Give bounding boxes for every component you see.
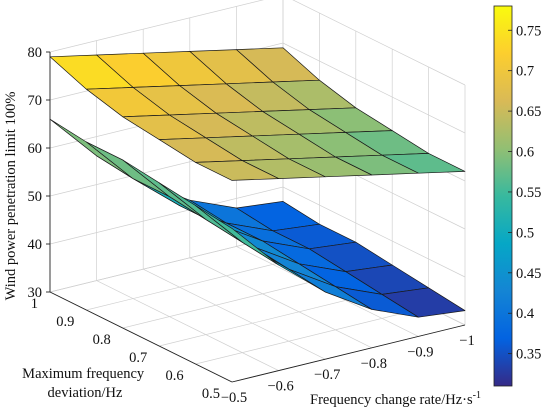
z-tick-label: 30 <box>28 285 43 301</box>
colorbar-ticks: 0.35 0.4 0.45 0.5 0.55 0.6 0.65 0.7 0.75 <box>508 23 541 363</box>
x-tick-label: −0.6 <box>267 379 293 395</box>
colorbar-tick-label: 0.65 <box>516 104 541 120</box>
colorbar-tick-label: 0.45 <box>516 266 541 282</box>
y-tick-label: 0.5 <box>202 386 220 402</box>
x-axis-label: Frequency change rate/Hz·s-1 <box>310 390 481 408</box>
colorbar: 0.35 0.4 0.45 0.5 0.55 0.6 0.65 0.7 0.75 <box>493 5 541 387</box>
colorbar-tick-label: 0.35 <box>516 347 541 363</box>
z-tick-label: 70 <box>28 93 43 109</box>
axis-edge <box>231 324 466 383</box>
y-tick-label: 0.7 <box>129 350 147 366</box>
z-tick-label: 50 <box>28 189 43 205</box>
y-tick-label: 1 <box>31 296 38 312</box>
z-tick-label: 40 <box>28 237 43 253</box>
colorbar-tick-label: 0.4 <box>516 306 535 322</box>
x-tick-label: −0.5 <box>221 390 247 406</box>
colorbar-tick-label: 0.6 <box>516 145 534 161</box>
tick-labels: 30 40 50 60 70 80 0.5 0.6 0.7 0.8 0.9 1 −0.5 −0.6 −0.7… <box>28 45 475 406</box>
z-tick-label: 80 <box>28 45 43 61</box>
y-axis-label-line1: Maximum frequency <box>22 366 145 382</box>
x-tick-label: −0.9 <box>407 344 433 360</box>
colorbar-tick-label: 0.7 <box>516 64 534 80</box>
surface-patch <box>195 160 279 181</box>
floor-gridline <box>189 257 372 349</box>
x-tick-label: −0.8 <box>361 356 387 372</box>
colorbar-tick-label: 0.5 <box>516 225 534 241</box>
z-tick-label: 60 <box>28 141 43 157</box>
y-tick-label: 0.8 <box>93 332 111 348</box>
colorbar-gradient <box>493 5 513 387</box>
floor-gridline <box>195 306 429 365</box>
z-gridline <box>49 0 466 86</box>
surface-layer <box>49 47 466 318</box>
z-axis-label: Wind power penetration limit 100% <box>3 92 19 301</box>
colorbar-tick-label: 0.75 <box>516 23 541 39</box>
y-tick-label: 0.9 <box>56 314 74 330</box>
surface-patch <box>195 205 279 266</box>
y-axis-label: Maximum frequency deviation/Hz <box>22 366 148 401</box>
x-tick-label: −1 <box>459 333 474 349</box>
y-axis-label-line2: deviation/Hz <box>48 385 123 401</box>
floor-gridline <box>96 280 279 371</box>
x-axis-label-text: Frequency change rate/Hz·s <box>310 392 473 408</box>
axis-edge <box>49 291 233 383</box>
floor-gridline <box>49 234 284 293</box>
floor-gridline <box>143 268 326 360</box>
y-tick-label: 0.6 <box>165 368 183 384</box>
x-tick-label: −0.7 <box>314 367 340 383</box>
x-axis-label-exponent: -1 <box>473 390 481 401</box>
colorbar-tick-label: 0.55 <box>516 185 541 201</box>
